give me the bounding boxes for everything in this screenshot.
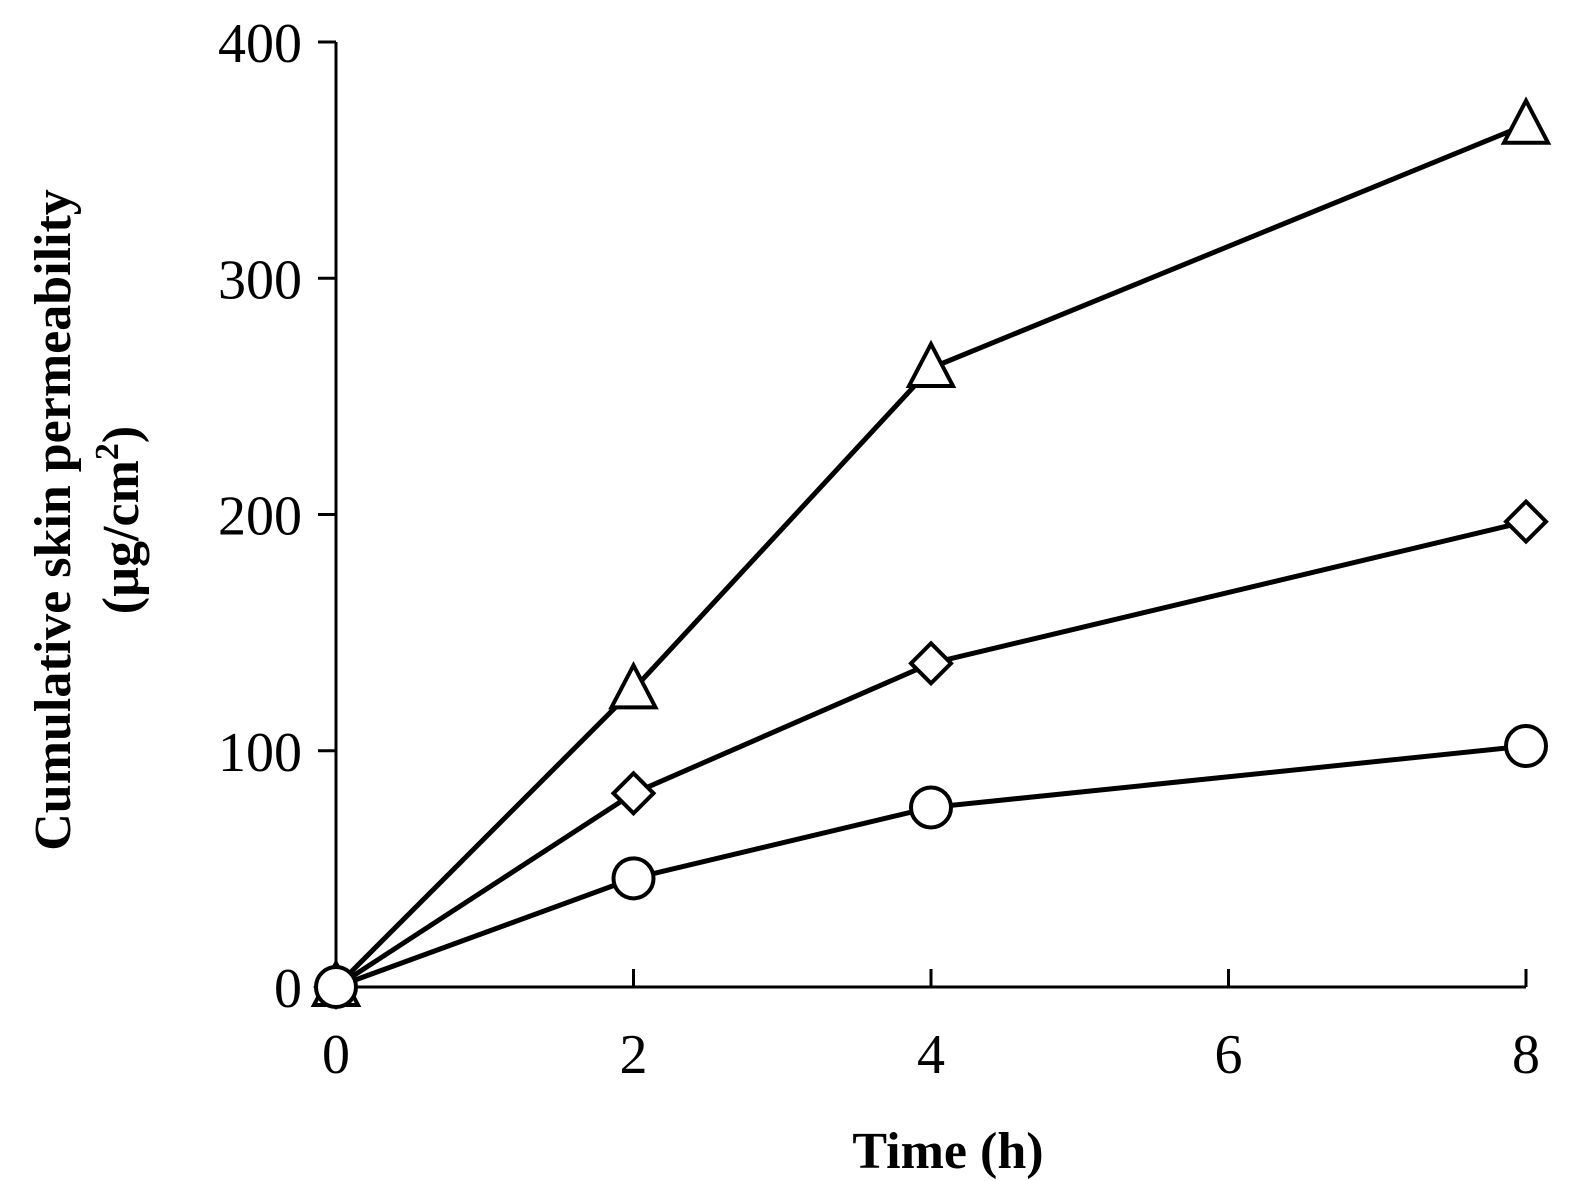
diamond-series-point (908, 640, 954, 687)
axes (334, 42, 1526, 989)
triangle-series-point (905, 339, 957, 389)
y-tick-label: 300 (218, 249, 302, 311)
y-tick-label: 100 (218, 722, 302, 784)
y-ticks: 0 100 200 300 400 (218, 13, 336, 1020)
x-tick-label: 6 (1215, 1024, 1243, 1086)
triangle-series-line (334, 122, 1527, 989)
circle-series-point (611, 856, 656, 901)
triangle-series-point (608, 661, 659, 710)
x-tick-label: 8 (1512, 1024, 1540, 1086)
y-axis-title: Cumulative skin permeability (µg/cm2) (25, 189, 150, 851)
x-tick-label: 2 (620, 1024, 648, 1086)
y-axis-title-line2: (µg/cm2) (89, 426, 150, 614)
diamond-series-point (610, 770, 657, 817)
triangle-series-point (1500, 96, 1552, 145)
x-tick-label: 4 (917, 1024, 945, 1086)
series-lines (334, 122, 1527, 990)
circle-series-point (314, 965, 358, 1009)
y-tick-label: 400 (218, 13, 302, 75)
x-ticks: 0 2 4 6 8 (322, 969, 1540, 1086)
diamond-series-line (334, 519, 1527, 990)
circle-series-line (335, 743, 1527, 990)
y-axis-title-line1: Cumulative skin permeability (25, 189, 82, 851)
x-tick-label: 0 (322, 1024, 350, 1086)
y-axis-unit-prefix: (µg/cm (93, 460, 150, 614)
circle-series-point (1504, 724, 1548, 769)
circle-series-point (909, 785, 953, 830)
y-axis-unit-superscript: 2 (89, 443, 126, 460)
y-tick-label: 0 (274, 958, 302, 1020)
y-tick-label: 200 (218, 486, 302, 548)
diamond-series-point (1503, 498, 1549, 545)
y-axis-unit-suffix: ) (93, 426, 150, 443)
x-axis-title: Time (h) (852, 1123, 1043, 1180)
series-markers (310, 96, 1552, 1010)
